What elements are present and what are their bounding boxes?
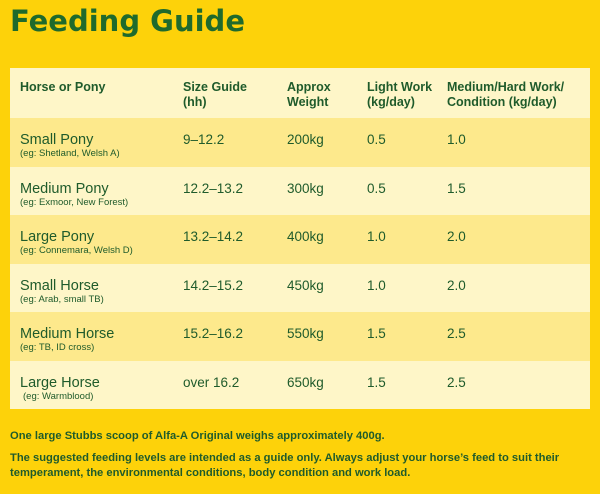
size-guide-value: 13.2–14.2 xyxy=(183,229,244,244)
horse-type-cell: Large Horse (eg: Warmblood) xyxy=(10,361,183,402)
approx-weight-value: 650kg xyxy=(287,374,324,390)
header-approx-weight-line1: Approx xyxy=(287,80,331,94)
light-work-value: 1.5 xyxy=(367,374,386,390)
header-horse-or-pony: Horse or Pony xyxy=(20,80,106,94)
horse-type-cell: Medium Pony (eg: Exmoor, New Forest) xyxy=(10,167,183,208)
table-row: Small Pony (eg: Shetland, Welsh A) 9–12.… xyxy=(10,118,590,167)
horse-type-cell: Medium Horse (eg: TB, ID cross) xyxy=(10,312,183,353)
scoop-weight-note: One large Stubbs scoop of Alfa-A Origina… xyxy=(10,430,385,442)
page-title: Feeding Guide xyxy=(10,4,245,38)
medium-hard-work-value: 2.0 xyxy=(447,229,466,244)
horse-type-example: (eg: Exmoor, New Forest) xyxy=(20,196,129,208)
horse-type-name: Small Horse xyxy=(20,277,99,294)
horse-type-example: (eg: Connemara, Welsh D) xyxy=(20,245,133,256)
approx-weight-value: 200kg xyxy=(287,132,324,147)
header-medium-hard-work: Medium/Hard Work/ Condition (kg/day) xyxy=(447,68,587,110)
header-light-work-line1: Light Work xyxy=(367,80,433,94)
header-medium-hard-work-line2: Condition (kg/day) xyxy=(447,95,557,109)
size-guide-value: 14.2–15.2 xyxy=(183,277,244,293)
light-work-value: 1.0 xyxy=(367,229,386,244)
table-row: Medium Pony (eg: Exmoor, New Forest) 12.… xyxy=(10,166,590,215)
light-work-value: 1.5 xyxy=(367,326,386,341)
horse-type-example: (eg: Arab, small TB) xyxy=(20,293,104,305)
header-medium-hard-work-line1: Medium/Hard Work/ xyxy=(447,80,565,94)
horse-type-name: Medium Pony xyxy=(20,180,109,197)
light-work-value: 0.5 xyxy=(367,180,386,196)
size-guide-value: 15.2–16.2 xyxy=(183,326,244,341)
horse-type-name: Small Pony xyxy=(20,132,94,148)
medium-hard-work-value: 1.5 xyxy=(447,180,466,196)
horse-type-example: (eg: Warmblood) xyxy=(23,390,94,402)
guidance-disclaimer: The suggested feeding levels are intende… xyxy=(10,452,560,479)
horse-type-name: Large Pony xyxy=(20,229,95,245)
light-work-value: 1.0 xyxy=(367,277,386,293)
header-approx-weight: Approx Weight xyxy=(287,68,367,110)
horse-type-cell: Small Horse (eg: Arab, small TB) xyxy=(10,264,183,305)
medium-hard-work-value: 2.0 xyxy=(447,277,466,293)
horse-type-name: Large Horse xyxy=(20,374,100,391)
size-guide-value: 12.2–13.2 xyxy=(183,180,244,196)
approx-weight-value: 550kg xyxy=(287,326,324,341)
header-size-guide-line2: (hh) xyxy=(183,95,207,109)
table-row: Medium Horse (eg: TB, ID cross) 15.2–16.… xyxy=(10,312,590,361)
header-light-work: Light Work (kg/day) xyxy=(367,68,447,110)
horse-type-name: Medium Horse xyxy=(20,326,115,342)
light-work-value: 0.5 xyxy=(367,132,386,147)
horse-type-cell: Small Pony (eg: Shetland, Welsh A) xyxy=(10,118,183,159)
horse-type-cell: Large Pony (eg: Connemara, Welsh D) xyxy=(10,215,183,256)
medium-hard-work-value: 1.0 xyxy=(447,132,466,147)
feeding-table: Horse or Pony Size Guide (hh) Approx Wei… xyxy=(10,68,590,409)
horse-type-example: (eg: Shetland, Welsh A) xyxy=(20,148,120,159)
approx-weight-value: 400kg xyxy=(287,229,324,244)
approx-weight-value: 450kg xyxy=(287,277,324,293)
size-guide-value: 9–12.2 xyxy=(183,132,225,147)
header-size-guide-line1: Size Guide xyxy=(183,80,247,94)
horse-type-example: (eg: TB, ID cross) xyxy=(20,342,95,353)
table-row: Large Pony (eg: Connemara, Welsh D) 13.2… xyxy=(10,215,590,264)
table-header: Horse or Pony Size Guide (hh) Approx Wei… xyxy=(10,68,590,118)
table-row: Large Horse (eg: Warmblood) over 16.2 65… xyxy=(10,360,590,409)
medium-hard-work-value: 2.5 xyxy=(447,374,466,390)
size-guide-value: over 16.2 xyxy=(183,374,240,390)
header-size-guide: Size Guide (hh) xyxy=(183,68,287,110)
approx-weight-value: 300kg xyxy=(287,180,324,196)
header-approx-weight-line2: Weight xyxy=(287,95,329,109)
table-row: Small Horse (eg: Arab, small TB) 14.2–15… xyxy=(10,263,590,312)
header-light-work-line2: (kg/day) xyxy=(367,95,415,109)
medium-hard-work-value: 2.5 xyxy=(447,326,466,341)
